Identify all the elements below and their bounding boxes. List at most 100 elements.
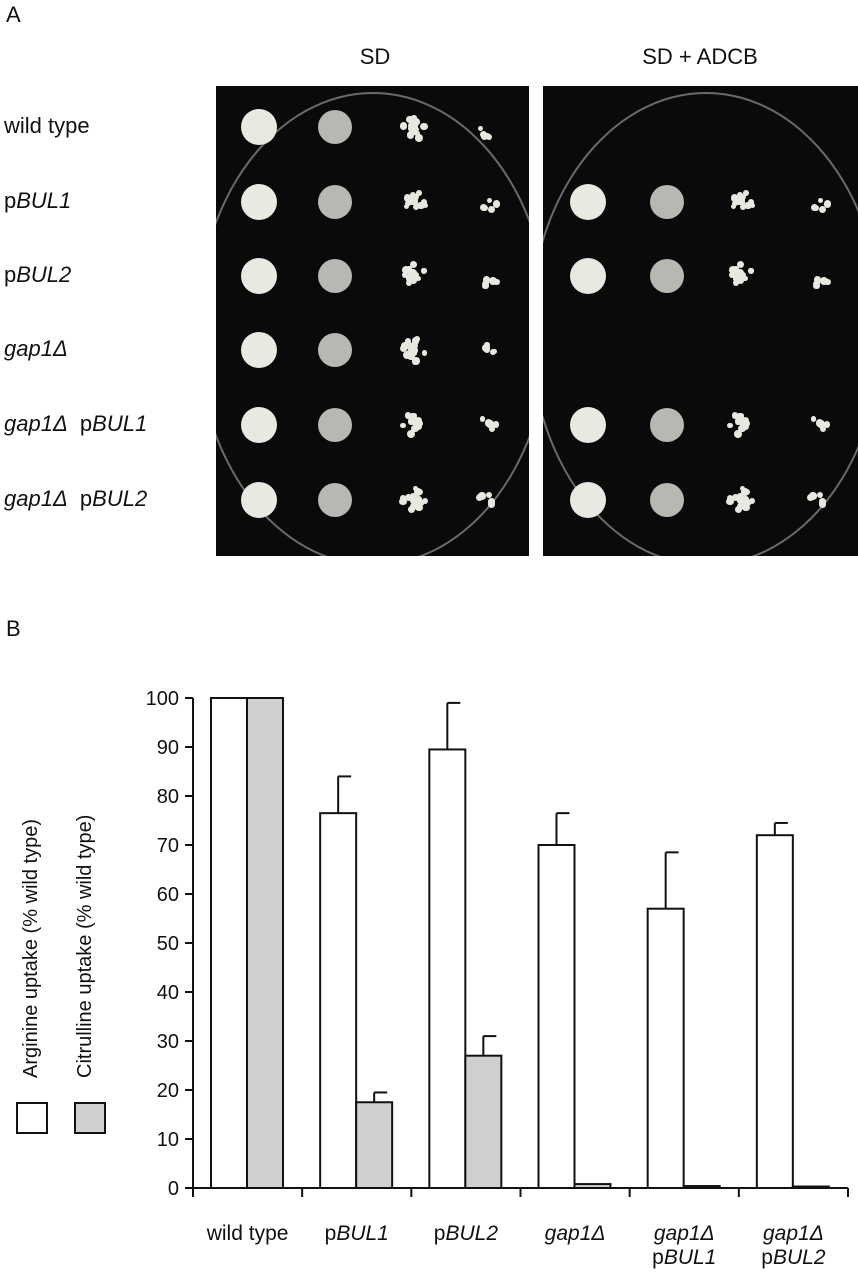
colony: [817, 197, 823, 203]
colony: [743, 190, 750, 197]
colony: [742, 275, 748, 282]
colony: [479, 416, 486, 422]
y-tick-label: 70: [157, 835, 179, 857]
colony-cluster: [472, 488, 500, 512]
colony: [415, 133, 424, 142]
colony: [406, 116, 414, 124]
colony: [421, 497, 429, 505]
colony-cluster: [472, 413, 500, 437]
legend-label-arginine: Arginine uptake (% wild type): [20, 818, 42, 1078]
bar-arginine: [210, 697, 248, 1189]
colony-cluster: [472, 190, 501, 214]
strain-label-gene: gap1Δ: [4, 336, 68, 361]
colony: [818, 498, 826, 505]
colony: [742, 503, 750, 511]
x-tick-label: gap1Δ pBUL2: [738, 1222, 848, 1270]
colony-spot: [570, 482, 606, 518]
colony: [403, 350, 412, 359]
colony: [411, 347, 418, 354]
colony: [810, 416, 817, 422]
bar-citrulline: [682, 1185, 721, 1189]
colony: [412, 357, 420, 365]
colony-spot: [650, 185, 684, 219]
colony: [412, 486, 418, 492]
colony-cluster: [472, 338, 500, 362]
colony: [409, 269, 418, 278]
colony: [406, 131, 415, 139]
x-tick-label: pBUL1: [302, 1222, 412, 1246]
colony-spot: [318, 185, 352, 219]
colony: [824, 278, 831, 286]
colony: [417, 488, 424, 495]
colony: [736, 502, 744, 510]
bar-arginine: [646, 907, 685, 1189]
colony: [410, 260, 418, 268]
colony: [729, 266, 738, 275]
colony-cluster: [398, 485, 430, 515]
colony: [399, 494, 407, 502]
colony: [744, 488, 751, 495]
y-tick-label: 20: [157, 1080, 179, 1102]
colony: [744, 201, 752, 209]
colony: [492, 200, 501, 208]
x-tick-label-line1: gap1Δ: [520, 1222, 630, 1246]
y-tick-label: 90: [157, 737, 179, 759]
colony: [739, 193, 746, 201]
colony: [416, 190, 423, 197]
colony: [737, 277, 745, 285]
panel-b-letter: B: [6, 616, 21, 641]
colony-cluster: [398, 187, 430, 217]
y-tick-label: 80: [157, 786, 179, 808]
x-tick-label: gap1Δ pBUL1: [629, 1222, 739, 1270]
colony: [489, 277, 498, 286]
x-tick-label-line1: gap1Δ: [629, 1222, 739, 1246]
colony: [407, 344, 415, 352]
colony: [737, 495, 745, 503]
colony: [823, 200, 832, 208]
colony: [482, 281, 489, 288]
x-tick-label-line1: gap1Δ: [738, 1222, 848, 1246]
colony: [485, 491, 492, 498]
colony: [404, 412, 412, 419]
colony: [411, 413, 417, 419]
colony: [729, 271, 736, 278]
colony: [478, 492, 486, 500]
colony: [482, 343, 491, 352]
x-label-prefix: wild type: [206, 1222, 289, 1245]
colony: [487, 206, 495, 214]
colony: [410, 415, 417, 423]
colony: [731, 412, 739, 419]
colony: [739, 423, 746, 429]
colony: [407, 121, 415, 129]
colony: [487, 498, 495, 505]
strain-label: pBUL2: [4, 262, 71, 288]
colony: [485, 133, 493, 141]
x-label-prefix: p: [652, 1246, 664, 1269]
colony: [403, 203, 409, 209]
colony: [732, 275, 740, 282]
colony: [420, 199, 428, 206]
strain-label-prefix: p: [4, 188, 17, 213]
colony-spot: [241, 258, 277, 294]
colony: [813, 275, 822, 284]
colony-cluster: [725, 260, 757, 291]
colony: [813, 281, 820, 288]
colony: [421, 267, 427, 274]
x-label-prefix: p: [324, 1222, 337, 1245]
colony: [820, 426, 827, 433]
colony: [413, 336, 420, 342]
colony-spot: [318, 259, 352, 293]
plate-sd-adcb: [543, 86, 858, 556]
colony: [726, 497, 734, 506]
strain-label: pBUL1: [4, 188, 71, 214]
colony: [748, 497, 756, 505]
colony-spot: [318, 110, 352, 144]
strain-label-suffix: pBUL1: [67, 411, 148, 436]
colony: [416, 498, 424, 507]
colony: [478, 125, 484, 132]
colony-cluster: [725, 410, 757, 440]
colony-cluster: [725, 187, 757, 217]
plate-rim: [543, 92, 858, 556]
colony-spot: [650, 259, 684, 293]
colony: [486, 420, 494, 428]
